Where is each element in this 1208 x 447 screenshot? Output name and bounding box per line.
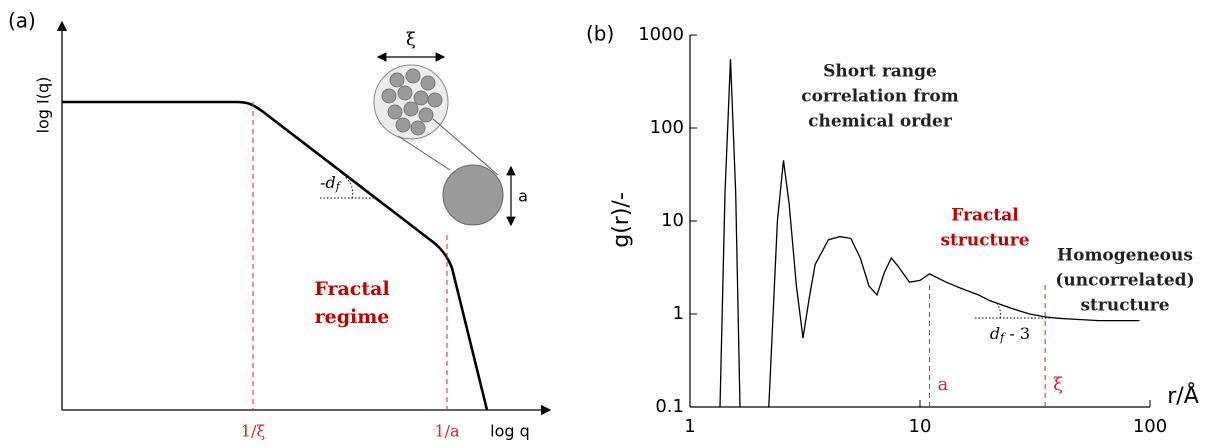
y-tick-label: 10 <box>661 210 684 231</box>
zoom-line <box>397 135 451 171</box>
slope-label: -df <box>320 173 342 194</box>
annotation: Short range <box>823 62 937 82</box>
particle <box>442 164 504 226</box>
y-tick-label: 1 <box>673 303 684 324</box>
y-tick-label: 100 <box>650 117 684 138</box>
y-axis-label: log I(q) <box>34 77 53 134</box>
marker-label: a <box>938 374 949 395</box>
label-part: -d <box>320 173 336 192</box>
annotation: structure <box>1080 296 1169 316</box>
panel-label: (a) <box>8 9 36 33</box>
annotation: correlation from <box>801 87 958 107</box>
zoom-line <box>432 118 499 176</box>
particles <box>381 68 443 136</box>
inset-label: ξ <box>406 29 416 50</box>
y-tick-label: 0.1 <box>655 396 684 417</box>
schematic-curve <box>62 100 489 411</box>
x-tick-label: 10 <box>909 416 932 437</box>
label-part: d <box>990 324 1000 343</box>
annotation: Fractal <box>951 206 1019 226</box>
panel-a <box>56 20 552 416</box>
label-part: f <box>999 331 1006 344</box>
marker-label: ξ <box>1053 374 1063 395</box>
marker-label: 1/ξ <box>241 422 266 441</box>
region-label: regime <box>315 306 390 328</box>
y-axis-label: g(r)/- <box>609 192 634 248</box>
annotation: chemical order <box>808 112 953 132</box>
slope-label: df - 3 <box>990 324 1030 345</box>
slope-arc <box>996 303 1001 319</box>
y-tick-label: 1000 <box>638 24 684 45</box>
marker-label: 1/a <box>434 422 460 441</box>
region-label: Fractal <box>314 278 389 300</box>
slope-arc <box>344 176 354 199</box>
data-line <box>719 59 1140 408</box>
x-tick-label: 100 <box>1133 416 1167 437</box>
annotation: Homogeneous <box>1057 246 1193 266</box>
label-part: f <box>335 180 342 193</box>
x-axis-label: r/Å <box>1167 382 1199 409</box>
annotation: structure <box>940 231 1029 251</box>
annotation: (uncorrelated) <box>1055 271 1194 291</box>
inset-label: a <box>518 187 528 206</box>
panel-label: (b) <box>586 22 614 46</box>
x-axis-label: log q <box>490 422 530 441</box>
x-tick-label: 1 <box>684 416 695 437</box>
label-part: - 3 <box>1004 324 1030 343</box>
